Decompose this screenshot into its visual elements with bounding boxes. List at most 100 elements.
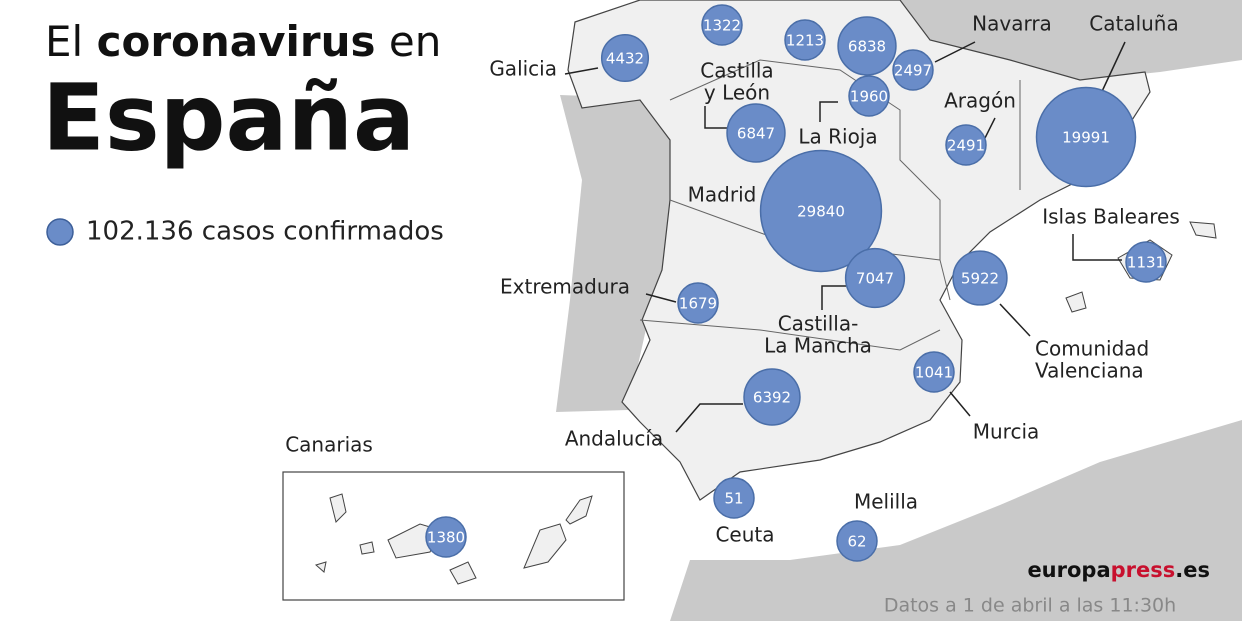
bubble [848,75,890,117]
leader-line [564,67,599,75]
title-line1: El coronavirus en [45,17,441,66]
region: 19991 Cataluña [1035,12,1179,188]
bubble-value: 6838 [848,38,886,56]
bubble-value: 62 [847,533,866,551]
leader-line [999,303,1031,337]
bubble [759,149,883,273]
region: 1960 La Rioja [798,75,890,149]
brand-c: .es [1175,558,1210,582]
leader-line [934,41,976,63]
region: 1322 [701,4,743,46]
region-name: La Rioja [798,125,877,149]
title: El coronavirus en España [42,17,441,172]
bubble-value: 7047 [856,270,894,288]
region-name: Madrid [688,183,757,207]
region: 1679 Extremadura [500,275,719,324]
bubble [425,516,467,558]
bubble-value: 51 [724,490,743,508]
region-name: Cataluña [1089,12,1178,36]
legend-text: 102.136 casos confirmados [86,217,444,247]
region-name: y León [704,81,770,105]
bubble [844,247,906,309]
bubble [677,282,719,324]
title-prefix: El [45,17,83,66]
leader-line [1072,234,1122,261]
region-name: Islas Baleares [1042,205,1180,229]
bubble-value: 1041 [915,364,953,382]
region: 1380 Canarias [285,433,467,558]
note: Datos a 1 de abril a las 11:30h [884,595,1176,617]
bubble-value: 1380 [427,529,465,547]
region-name: Andalucía [565,427,663,451]
bubble-value: 4432 [606,50,644,68]
bubble [726,103,786,163]
leader-line [821,285,846,310]
region: 1213 [784,19,826,61]
region-name: Ceuta [715,523,774,547]
title-suffix: en [389,17,441,66]
title-bold: coronavirus [97,17,376,66]
region-name: Extremadura [500,275,630,299]
region-name: La Mancha [764,334,872,358]
bubble-value: 1679 [679,295,717,313]
bubble [892,49,934,91]
bubble-value: 2497 [894,62,932,80]
bubble [784,19,826,61]
region: 2491 Aragón [944,89,1016,166]
bubble-value: 6847 [737,125,775,143]
leader-line [704,106,728,129]
bubble [701,4,743,46]
bubble-value: 1213 [786,32,824,50]
region: 6392 Andalucía [565,368,801,451]
brand-b: press [1111,558,1176,582]
leader-line [984,117,996,139]
leader-line [645,293,677,303]
france [880,0,1242,80]
bubble-value: 5922 [961,270,999,288]
region-name: Castilla [700,59,773,83]
bubble-value: 19991 [1062,129,1110,147]
leader-line [949,391,971,417]
portugal [556,95,672,412]
bubble [1125,241,1167,283]
bubble [713,477,755,519]
bubble [952,250,1008,306]
bubble-value: 1131 [1127,254,1165,272]
brand-a: europa [1027,558,1110,582]
bubble [837,16,897,76]
title-main: España [42,64,415,171]
region-name: Valenciana [1035,359,1144,383]
region-name: Comunidad [1035,337,1149,361]
region: 4432 Galicia [489,33,650,83]
bubble-value: 1960 [850,88,888,106]
region: 6838 [837,16,897,76]
bubble-value: 29840 [797,203,845,221]
bubble-value: 1322 [703,17,741,35]
bubble [743,368,801,426]
brand: europapress.es [1027,558,1210,582]
region: 29840 Madrid [688,149,883,273]
bubble [836,520,878,562]
bubble-value: 6392 [753,389,791,407]
region-name: Murcia [973,420,1040,444]
legend-swatch [46,218,74,246]
bubble-value: 2491 [947,137,985,155]
region-name: Melilla [854,490,918,514]
region: 1041 Murcia [913,351,1040,444]
region-name: Galicia [489,57,557,81]
bubble [913,351,955,393]
leader-line [675,403,743,433]
bubble [600,33,650,83]
bubble [945,124,987,166]
africa [670,420,1242,621]
region: 62 Melilla [836,490,918,562]
region-name: Aragón [944,89,1016,113]
region-name: Castilla- [778,312,859,336]
bubble [1035,86,1137,188]
leader-line [819,101,838,122]
region: 7047 Castilla-La Mancha [764,247,906,358]
region-name: Canarias [285,433,373,457]
region-name: Navarra [972,12,1052,36]
